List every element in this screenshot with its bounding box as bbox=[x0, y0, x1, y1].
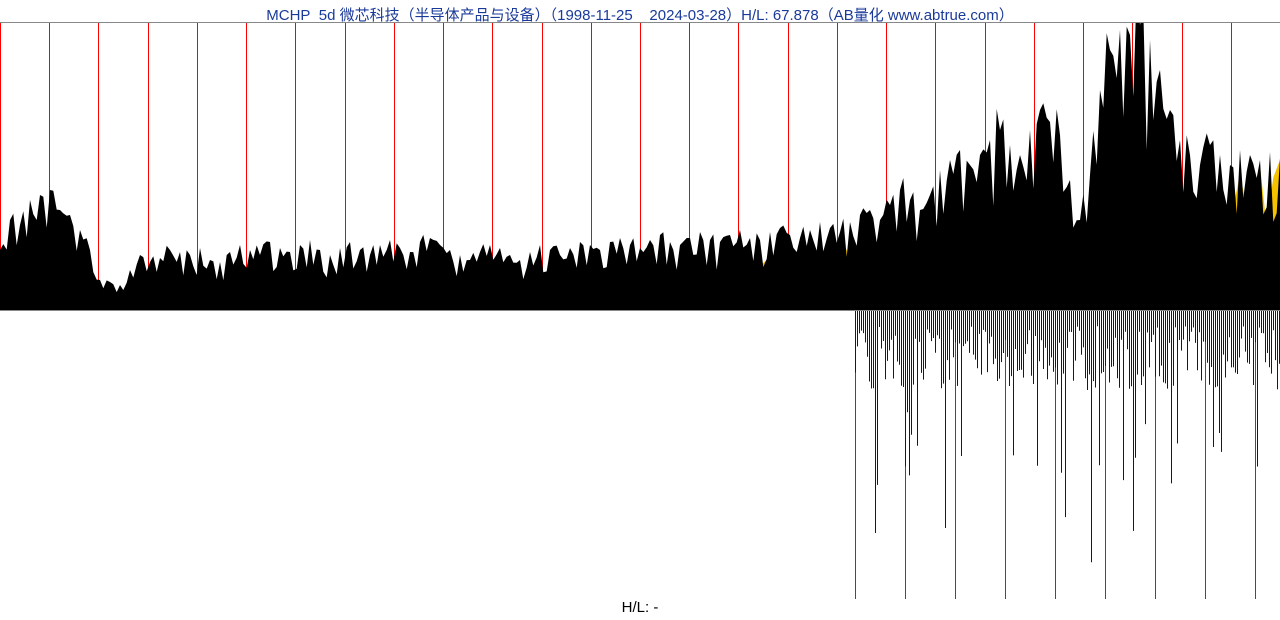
footer-label: H/L: - bbox=[0, 599, 1280, 616]
lower-chart-panel bbox=[0, 311, 1280, 599]
upper-chart-panel bbox=[0, 22, 1280, 311]
upper-chart-svg bbox=[0, 22, 1280, 310]
lower-chart-svg bbox=[0, 311, 1280, 599]
